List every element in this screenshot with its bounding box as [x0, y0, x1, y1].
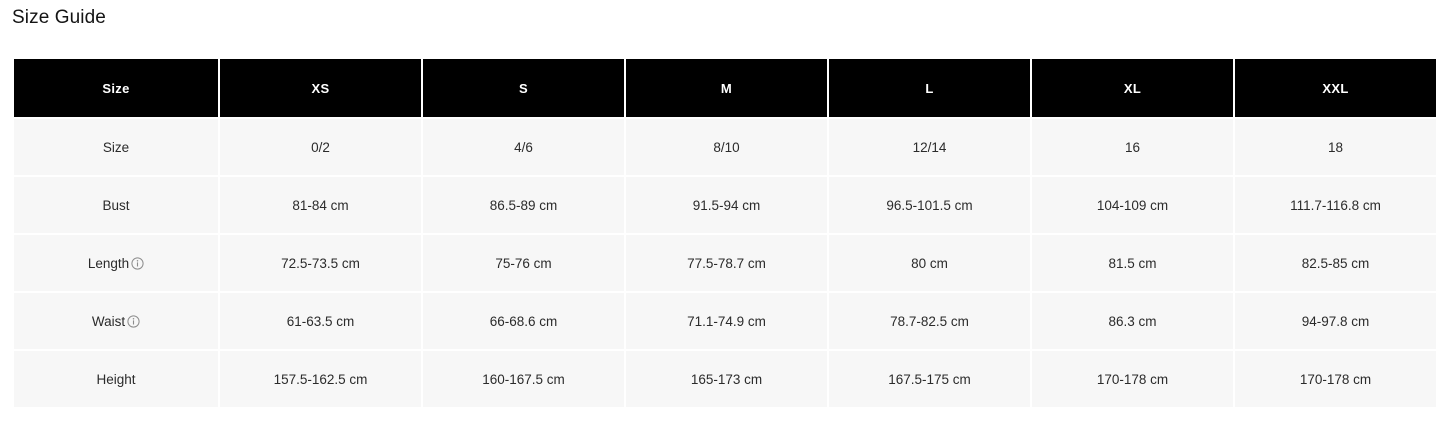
header-row: Size XS S M L XL XXL [14, 59, 1436, 117]
header-cell-size: Size [14, 59, 218, 117]
page-title: Size Guide [12, 7, 106, 28]
info-circle-icon[interactable] [127, 315, 140, 328]
table-row: Bust 81-84 cm 86.5-89 cm 91.5-94 cm 96.5… [14, 177, 1436, 233]
header-cell-xs: XS [220, 59, 421, 117]
table-header: Size XS S M L XL XXL [14, 59, 1436, 117]
table-row: Height 157.5-162.5 cm 160-167.5 cm 165-1… [14, 351, 1436, 407]
header-cell-m: M [626, 59, 827, 117]
table-row: Waist 61-63.5 cm 66-68.6 cm 71.1-74.9 cm [14, 293, 1436, 349]
cell-length-l: 80 cm [829, 235, 1030, 291]
row-label-size: Size [14, 119, 218, 175]
header-cell-xxl: XXL [1235, 59, 1436, 117]
cell-size-s: 4/6 [423, 119, 624, 175]
row-label-waist: Waist [14, 293, 218, 349]
cell-length-xxl: 82.5-85 cm [1235, 235, 1436, 291]
cell-height-l: 167.5-175 cm [829, 351, 1030, 407]
row-label-text: Bust [102, 197, 130, 213]
cell-waist-m: 71.1-74.9 cm [626, 293, 827, 349]
row-label-text: Size [102, 139, 130, 155]
cell-size-l: 12/14 [829, 119, 1030, 175]
header-cell-l: L [829, 59, 1030, 117]
cell-size-xl: 16 [1032, 119, 1233, 175]
cell-bust-xs: 81-84 cm [220, 177, 421, 233]
row-label-height: Height [14, 351, 218, 407]
table-row: Size 0/2 4/6 8/10 12/14 16 18 [14, 119, 1436, 175]
row-label-text: Length [87, 255, 130, 271]
row-label-text: Waist [91, 313, 126, 329]
cell-size-xs: 0/2 [220, 119, 421, 175]
cell-waist-xxl: 94-97.8 cm [1235, 293, 1436, 349]
cell-height-s: 160-167.5 cm [423, 351, 624, 407]
cell-bust-xxl: 111.7-116.8 cm [1235, 177, 1436, 233]
size-guide-table: Size XS S M L XL XXL Size 0/2 4/6 8/10 1… [12, 57, 1438, 409]
cell-waist-xl: 86.3 cm [1032, 293, 1233, 349]
cell-length-xs: 72.5-73.5 cm [220, 235, 421, 291]
table-body: Size 0/2 4/6 8/10 12/14 16 18 Bust 81-84… [14, 119, 1436, 407]
cell-waist-l: 78.7-82.5 cm [829, 293, 1030, 349]
cell-length-xl: 81.5 cm [1032, 235, 1233, 291]
row-label-length: Length [14, 235, 218, 291]
cell-length-m: 77.5-78.7 cm [626, 235, 827, 291]
cell-bust-m: 91.5-94 cm [626, 177, 827, 233]
cell-height-xl: 170-178 cm [1032, 351, 1233, 407]
cell-bust-l: 96.5-101.5 cm [829, 177, 1030, 233]
cell-height-m: 165-173 cm [626, 351, 827, 407]
cell-height-xxl: 170-178 cm [1235, 351, 1436, 407]
cell-bust-xl: 104-109 cm [1032, 177, 1233, 233]
cell-waist-xs: 61-63.5 cm [220, 293, 421, 349]
cell-length-s: 75-76 cm [423, 235, 624, 291]
info-circle-icon[interactable] [131, 257, 144, 270]
cell-waist-s: 66-68.6 cm [423, 293, 624, 349]
cell-bust-s: 86.5-89 cm [423, 177, 624, 233]
row-label-text: Height [96, 371, 136, 387]
header-cell-s: S [423, 59, 624, 117]
row-label-bust: Bust [14, 177, 218, 233]
table-row: Length 72.5-73.5 cm 75-76 cm 77.5-78.7 c… [14, 235, 1436, 291]
cell-height-xs: 157.5-162.5 cm [220, 351, 421, 407]
cell-size-m: 8/10 [626, 119, 827, 175]
cell-size-xxl: 18 [1235, 119, 1436, 175]
header-cell-xl: XL [1032, 59, 1233, 117]
